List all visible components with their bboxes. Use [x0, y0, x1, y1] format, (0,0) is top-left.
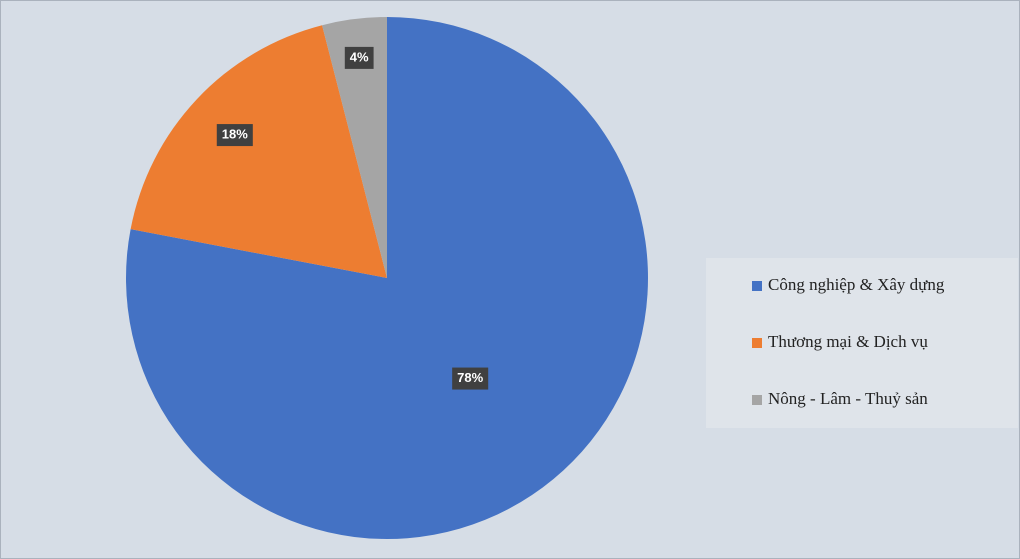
legend-swatch: [752, 281, 762, 291]
data-label-bg: [216, 124, 253, 147]
data-label: 4%: [350, 49, 369, 64]
legend-swatch: [752, 338, 762, 348]
data-label-bg: [344, 46, 374, 69]
legend-swatch: [752, 395, 762, 405]
data-label: 78%: [457, 370, 483, 385]
legend-label: Thương mại & Dịch vụ: [768, 332, 928, 351]
pie-slice: [130, 25, 387, 278]
legend-label: Công nghiệp & Xây dựng: [768, 275, 945, 294]
pie-slice: [322, 17, 387, 278]
legend-label: Nông - Lâm - Thuỷ sản: [768, 389, 928, 408]
data-label-bg: [452, 367, 489, 390]
data-label: 18%: [222, 127, 248, 142]
